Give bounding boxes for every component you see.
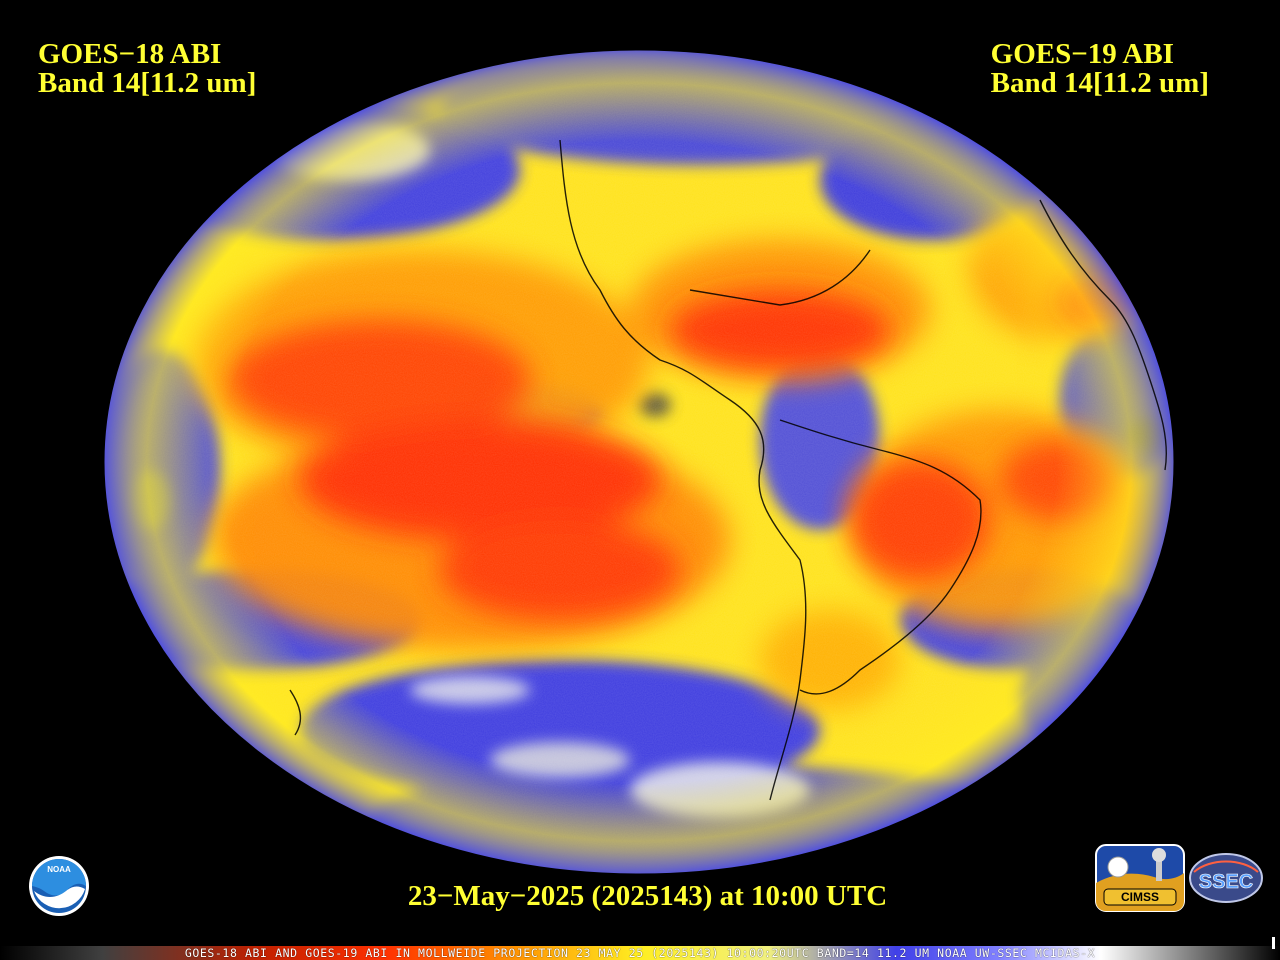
colorbar-tick <box>1272 937 1275 949</box>
colorbar-caption: GOES-18 ABI AND GOES-19 ABI IN MOLLWEIDE… <box>184 946 1096 960</box>
right-satellite-label: GOES−19 ABI Band 14[11.2 um] <box>991 40 1209 98</box>
ssec-logo-text: SSEC <box>1199 871 1253 893</box>
left-band-name: Band 14[11.2 um] <box>38 67 257 99</box>
left-satellite-label: GOES−18 ABI Band 14[11.2 um] <box>38 40 256 98</box>
temperature-colorbar <box>0 946 1280 960</box>
right-band-name: Band 14[11.2 um] <box>990 67 1209 99</box>
cimss-logo-text: CIMSS <box>1121 890 1159 904</box>
right-satellite-name: GOES−19 ABI <box>990 38 1174 70</box>
left-satellite-name: GOES−18 ABI <box>38 38 222 70</box>
image-timestamp: 23−May−2025 (2025143) at 10:00 UTC <box>407 880 888 912</box>
noaa-logo: NOAA <box>29 856 89 916</box>
noaa-logo-text: NOAA <box>47 865 71 874</box>
ssec-logo: SSEC <box>1189 853 1263 903</box>
cimss-logo: CIMSS <box>1095 844 1185 912</box>
